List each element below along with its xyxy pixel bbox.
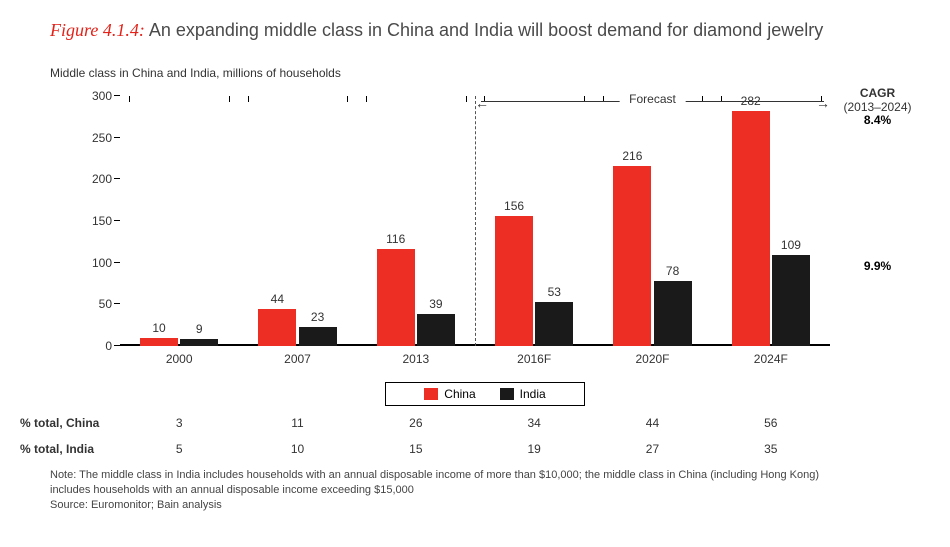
bar-label-china: 116: [386, 232, 405, 246]
pct-cell: 3: [120, 416, 238, 430]
note-line-3: Source: Euromonitor; Bain analysis: [50, 498, 920, 513]
ytick-label: 250: [80, 131, 120, 145]
ytick-label: 200: [80, 172, 120, 186]
swatch-india: [500, 388, 514, 400]
bar-china: 10: [140, 338, 178, 346]
legend-india: India: [500, 387, 546, 401]
ytick-label: 100: [80, 256, 120, 270]
bar-india: 39: [417, 314, 455, 347]
bar-label-india: 78: [666, 264, 679, 278]
pct-cell: 44: [593, 416, 711, 430]
legend: China India: [385, 382, 585, 406]
swatch-china: [424, 388, 438, 400]
pct-india-cells: 51015192735: [120, 442, 830, 456]
pct-cell: 10: [238, 442, 356, 456]
chart-subtitle: Middle class in China and India, million…: [50, 66, 920, 80]
pct-cell: 35: [712, 442, 830, 456]
bar-india: 78: [654, 281, 692, 346]
bar-group: 156532016F: [475, 96, 593, 346]
cagr-header: CAGR (2013–2024): [835, 86, 920, 114]
bar-group: 116392013: [357, 96, 475, 346]
grp-tick: [229, 96, 230, 102]
bar-group: 44232007: [238, 96, 356, 346]
pct-india-label: % total, India: [20, 442, 120, 456]
ytick-label: 300: [80, 89, 120, 103]
bar-india: 23: [299, 327, 337, 346]
note-line-1: Note: The middle class in India includes…: [50, 468, 920, 483]
figure-text: An expanding middle class in China and I…: [149, 20, 823, 40]
legend-india-label: India: [520, 387, 546, 401]
pct-row-india: % total, India 51015192735: [120, 442, 830, 456]
legend-china-label: China: [444, 387, 475, 401]
figure-label: Figure 4.1.4:: [50, 20, 145, 40]
x-label: 2007: [238, 346, 356, 366]
bar-china: 282: [732, 111, 770, 346]
pct-cell: 5: [120, 442, 238, 456]
pct-cell: 27: [593, 442, 711, 456]
bar-china: 216: [613, 166, 651, 346]
bar-label-india: 23: [311, 310, 324, 324]
bar-china: 44: [258, 309, 296, 346]
grp-tick: [366, 96, 367, 102]
bar-label-china: 44: [271, 292, 284, 306]
pct-china-cells: 31126344456: [120, 416, 830, 430]
bar-label-india: 39: [429, 297, 442, 311]
pct-cell: 56: [712, 416, 830, 430]
cagr-china: 8.4%: [835, 113, 920, 127]
forecast-divider: [475, 96, 476, 346]
footnote: Note: The middle class in India includes…: [50, 468, 920, 513]
chart: 0501001502002503001092000442320071163920…: [70, 86, 920, 376]
x-label: 2000: [120, 346, 238, 366]
x-label: 2020F: [593, 346, 711, 366]
arrow-left-icon: ←: [475, 95, 489, 111]
bar-label-india: 109: [781, 238, 801, 252]
bar-india: 109: [772, 255, 810, 346]
cagr-title: CAGR: [835, 86, 920, 100]
cagr-india: 9.9%: [835, 259, 920, 273]
bar-india: 53: [535, 302, 573, 346]
bar-group: 1092000: [120, 96, 238, 346]
forecast-label: Forecast: [619, 92, 686, 106]
pct-china-label: % total, China: [20, 416, 120, 430]
figure-title: Figure 4.1.4: An expanding middle class …: [50, 20, 920, 41]
grp-tick: [248, 96, 249, 102]
grp-tick: [466, 96, 467, 102]
bar-india: 9: [180, 339, 218, 347]
bar-label-india: 9: [196, 322, 203, 336]
bar-label-china: 156: [504, 199, 524, 213]
ytick-label: 50: [80, 297, 120, 311]
pct-cell: 19: [475, 442, 593, 456]
pct-row-china: % total, China 31126344456: [120, 416, 830, 430]
grp-tick: [129, 96, 130, 102]
legend-china: China: [424, 387, 475, 401]
bar-china: 156: [495, 216, 533, 346]
bar-label-china: 216: [622, 149, 642, 163]
x-label: 2024F: [712, 346, 830, 366]
plot-area: 0501001502002503001092000442320071163920…: [120, 96, 830, 346]
pct-cell: 26: [357, 416, 475, 430]
x-label: 2013: [357, 346, 475, 366]
bar-group: 2821092024F: [712, 96, 830, 346]
pct-cell: 11: [238, 416, 356, 430]
x-label: 2016F: [475, 346, 593, 366]
bar-label-india: 53: [548, 285, 561, 299]
grp-tick: [347, 96, 348, 102]
ytick-label: 0: [80, 339, 120, 353]
ytick-label: 150: [80, 214, 120, 228]
bar-group: 216782020F: [593, 96, 711, 346]
bar-china: 116: [377, 249, 415, 346]
arrow-right-icon: →: [816, 95, 830, 111]
bar-label-china: 10: [152, 321, 165, 335]
note-line-2: includes households with an annual dispo…: [50, 483, 920, 498]
pct-cell: 15: [357, 442, 475, 456]
forecast-band: ← → Forecast: [475, 92, 830, 110]
pct-cell: 34: [475, 416, 593, 430]
